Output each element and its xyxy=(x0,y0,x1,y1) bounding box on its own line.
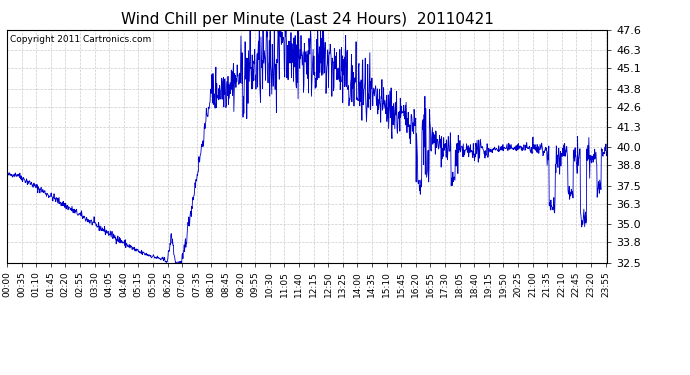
Title: Wind Chill per Minute (Last 24 Hours)  20110421: Wind Chill per Minute (Last 24 Hours) 20… xyxy=(121,12,493,27)
Text: Copyright 2011 Cartronics.com: Copyright 2011 Cartronics.com xyxy=(10,34,151,44)
